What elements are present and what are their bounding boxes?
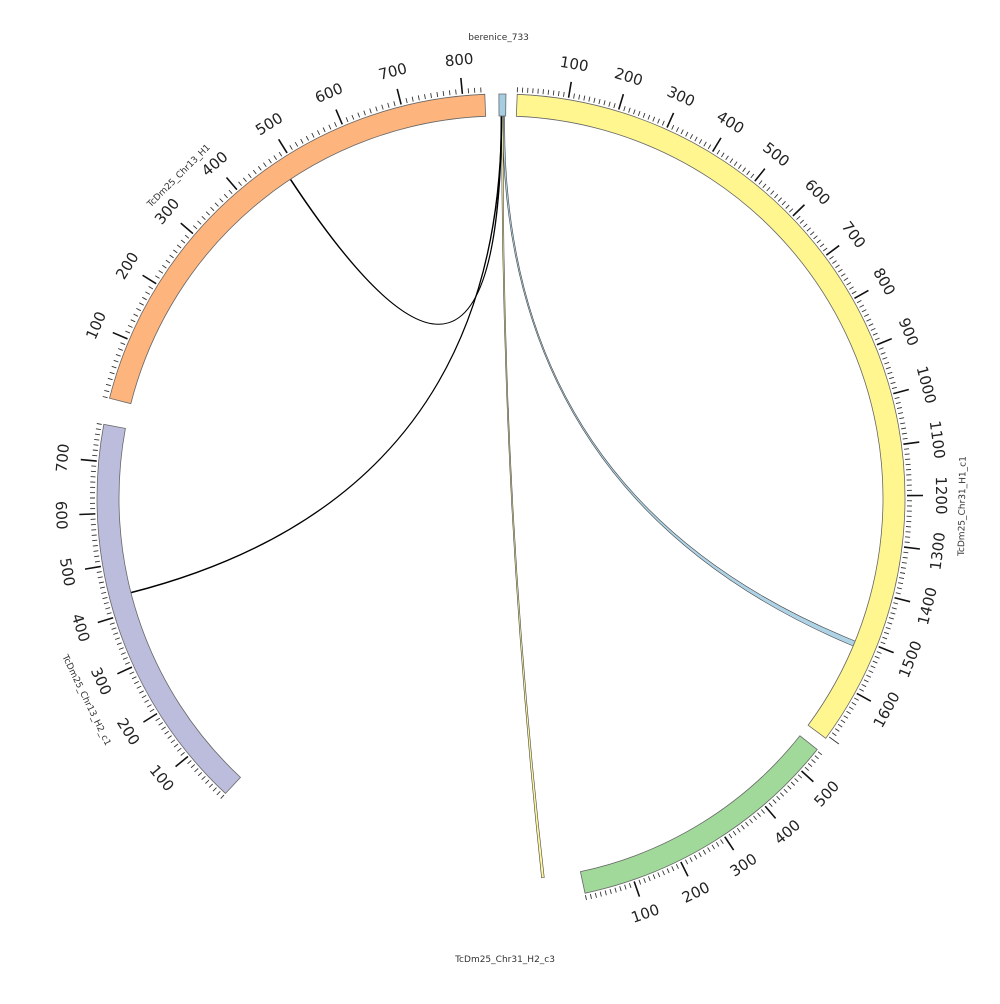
major-tick (113, 333, 128, 339)
ideograms-layer (97, 94, 905, 893)
tick-label: 500 (810, 777, 843, 810)
major-tick (226, 177, 236, 189)
tick-label: 300 (664, 82, 697, 110)
links-layer (131, 116, 855, 878)
major-tick (765, 806, 775, 818)
tick-label: 100 (629, 900, 662, 926)
major-tick (879, 647, 894, 653)
tick-label: 100 (82, 309, 110, 342)
tick-label: 400 (713, 107, 747, 137)
major-tick (81, 460, 97, 461)
major-tick (877, 339, 892, 345)
tick-label: 700 (838, 218, 870, 252)
tick-label: 1100 (926, 420, 949, 460)
sequence-name-tcdm25-chr31-h1-c1: TcDm25_Chr31_H1_c1 (957, 456, 969, 557)
tick-label: 800 (444, 50, 474, 71)
tick-label: 1300 (927, 531, 949, 571)
tick-label: 1000 (913, 364, 940, 406)
tick-label: 400 (68, 611, 94, 644)
major-tick (904, 547, 920, 549)
tick-label: 800 (869, 265, 899, 299)
ideogram-tcdm25-chr31-h2-c3 (580, 736, 817, 893)
major-tick (279, 139, 287, 153)
major-tick (903, 442, 919, 444)
major-tick (793, 205, 805, 216)
tick-label: 1400 (914, 585, 941, 626)
major-tick (181, 223, 193, 233)
tick-label: 900 (895, 315, 922, 348)
major-tick (713, 138, 721, 152)
major-tick (143, 714, 157, 722)
link-tcdm25-chr13-h2-c1 (131, 116, 502, 593)
major-tick (461, 78, 463, 94)
ideogram-tcdm25-chr13-h1 (110, 94, 486, 403)
sequence-name-tcdm25-chr31-h2-c3: TcDm25_Chr31_H2_c3 (454, 955, 555, 965)
tick-label: 200 (612, 64, 645, 90)
tick-label: 200 (113, 715, 143, 749)
tick-label: 100 (146, 761, 178, 795)
major-tick (85, 566, 101, 569)
major-tick (336, 110, 342, 125)
labels-layer: berenice_733 TcDm25_Chr31_H1_c1 TcDm25_Chr… (59, 33, 969, 965)
tick-label: 700 (377, 59, 409, 83)
link-tcdm25-chr31-h2-c3 (502, 116, 545, 878)
tick-label: 300 (727, 850, 761, 881)
tick-label: 400 (771, 816, 804, 848)
tick-label: 600 (312, 79, 345, 107)
major-tick (802, 771, 814, 782)
tick-label: 700 (53, 443, 74, 473)
tick-label: 200 (679, 878, 713, 907)
tick-label: 100 (559, 53, 590, 76)
tick-label: 300 (87, 665, 115, 699)
major-tick (725, 837, 734, 850)
major-tick (895, 598, 911, 602)
tick-label: 500 (759, 139, 793, 171)
major-tick (634, 882, 639, 897)
major-tick (143, 275, 157, 283)
link-tcdm25-chr31-h1-c1 (503, 116, 856, 646)
sequence-name-tcdm25-chr13-h1: TcDm25_Chr13_H1 (145, 143, 213, 211)
major-tick (826, 246, 839, 256)
major-tick (397, 89, 401, 105)
tick-label: 1600 (870, 689, 904, 731)
tick-label: 1500 (895, 638, 926, 680)
tick-label: 500 (252, 109, 286, 139)
major-tick (681, 862, 688, 876)
tick-label: 600 (52, 501, 71, 530)
major-tick (98, 618, 113, 623)
major-tick (893, 389, 908, 393)
major-tick (855, 290, 869, 298)
tick-label: 1200 (932, 476, 950, 514)
major-tick (755, 169, 765, 181)
tick-label: 500 (56, 556, 79, 587)
ideogram-berenice-733 (499, 94, 506, 116)
tick-label: 600 (801, 176, 834, 209)
major-tick (79, 514, 95, 515)
tick-label: 200 (112, 249, 142, 283)
major-tick (176, 756, 188, 766)
ticks-tcdm25-chr13-h1 (103, 82, 481, 398)
sequence-name-berenice-733: berenice_733 (468, 33, 529, 43)
major-tick (117, 667, 132, 674)
ticks-layer: 1002003004005006007008009001000110012001… (52, 50, 950, 927)
major-tick (667, 113, 674, 128)
major-tick (619, 94, 624, 109)
major-tick (857, 693, 871, 701)
major-tick (569, 82, 572, 98)
